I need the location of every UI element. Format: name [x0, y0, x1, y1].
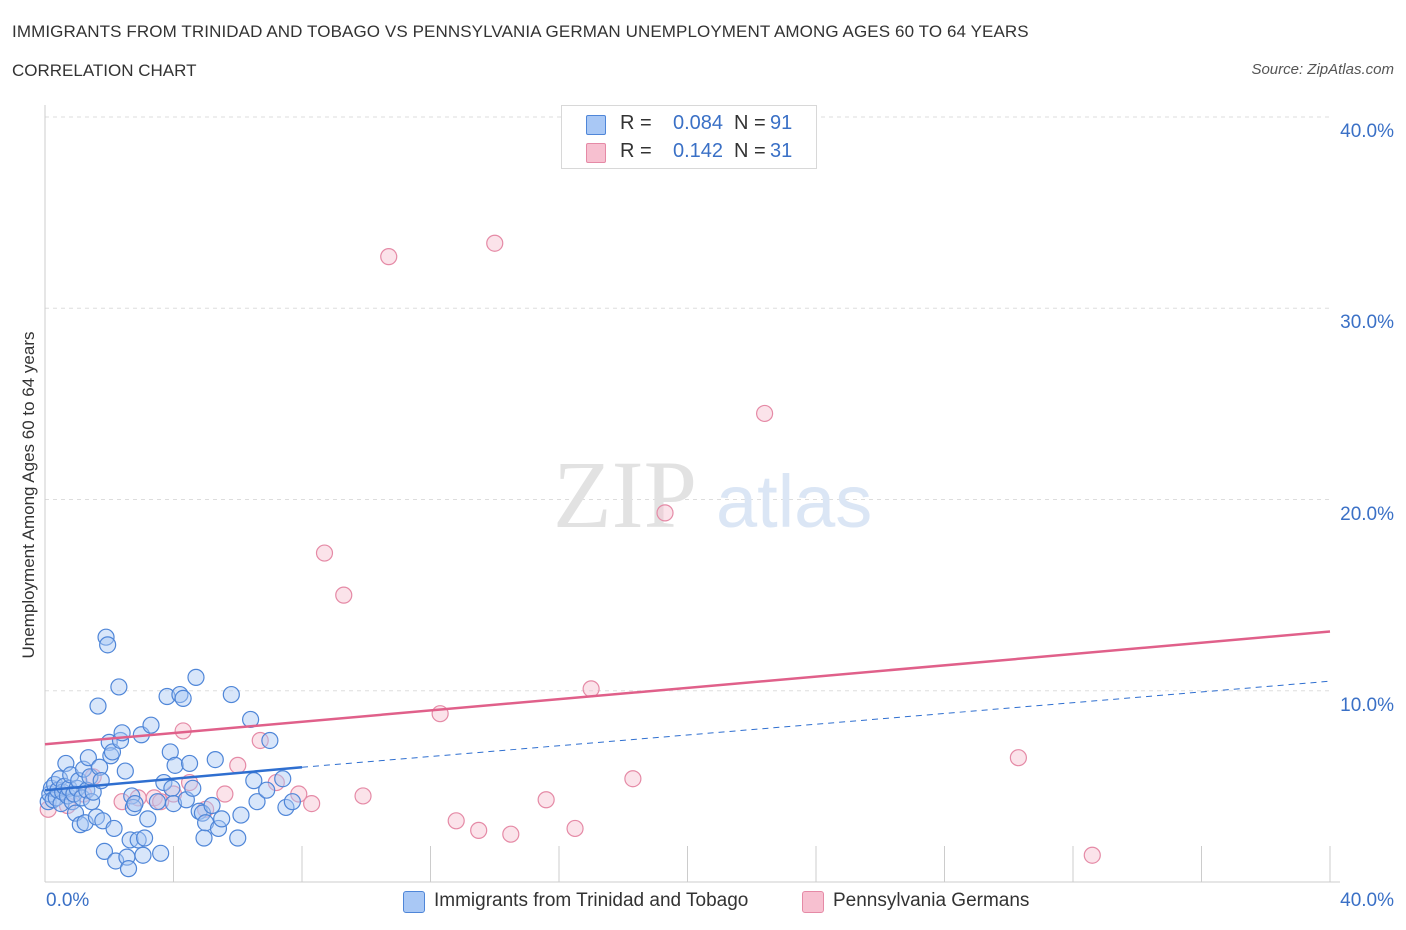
data-point-pink: [755, 404, 774, 423]
data-point-blue: [105, 819, 123, 838]
data-point-blue: [134, 846, 152, 864]
legend-swatch-pink: [586, 143, 606, 163]
data-point-blue: [110, 678, 128, 696]
trend-line-pink: [44, 630, 1331, 746]
data-point-pink: [315, 544, 334, 562]
x-tick-min: 0.0%: [46, 890, 90, 911]
watermark: ZIP atlas: [553, 441, 872, 548]
data-point-pink: [251, 731, 269, 750]
data-point-pink: [354, 787, 372, 805]
data-point-blue: [187, 668, 205, 686]
data-point-blue: [195, 829, 213, 847]
trend-lines: [44, 630, 1331, 792]
data-point-pink: [656, 504, 674, 522]
data-point-blue: [142, 716, 160, 734]
data-point-pink: [624, 770, 642, 788]
watermark-atlas: atlas: [716, 460, 872, 543]
y-axis-label: Unemployment Among Ages 60 to 64 years: [19, 331, 38, 659]
axes: [44, 105, 1340, 883]
data-point-blue: [277, 798, 295, 817]
chart-title: IMMIGRANTS FROM TRINIDAD AND TOBAGO VS P…: [12, 22, 1029, 41]
y-tick-label: 30.0%: [1340, 312, 1394, 334]
x-tick-max: 40.0%: [1340, 890, 1394, 911]
data-point-blue: [274, 770, 292, 788]
legend-n-value: 31: [770, 140, 793, 162]
data-point-pink: [335, 586, 353, 604]
data-point-blue: [164, 794, 183, 813]
data-point-blue: [116, 762, 134, 780]
data-point-blue: [99, 636, 117, 654]
data-point-blue: [79, 749, 97, 767]
data-point-blue: [261, 731, 279, 750]
data-point-blue: [232, 806, 250, 824]
data-point-pink: [303, 794, 321, 813]
y-tick-label: 20.0%: [1340, 503, 1394, 525]
data-point-pink: [566, 819, 584, 838]
data-point-blue: [129, 831, 147, 849]
data-point-blue: [126, 794, 144, 813]
data-point-pink: [229, 756, 247, 774]
series-trinidad-tobago: [39, 628, 301, 878]
data-point-pink: [1009, 749, 1027, 767]
data-point-pink: [216, 785, 234, 803]
data-point-blue: [148, 793, 167, 811]
data-point-blue: [139, 810, 157, 828]
data-point-blue: [258, 781, 276, 799]
source-label: Source: ZipAtlas.com: [1251, 61, 1394, 78]
legend-n-label: N =: [734, 140, 766, 162]
data-point-blue: [163, 779, 181, 797]
data-point-blue: [222, 685, 240, 704]
bottom-legend-label-pink: Pennsylvania Germans: [833, 890, 1030, 911]
data-point-blue: [213, 810, 231, 828]
legend-r-label: R =: [620, 140, 652, 162]
data-point-blue: [206, 750, 224, 769]
legend-n-label: N =: [734, 112, 766, 134]
data-point-blue: [229, 829, 247, 847]
data-point-pink: [1083, 846, 1101, 864]
data-point-pink: [582, 680, 600, 698]
data-point-pink: [447, 812, 465, 830]
data-point-blue: [184, 779, 202, 797]
trend-line-dashed-blue: [301, 680, 1331, 768]
data-point-blue: [89, 697, 107, 715]
data-point-blue: [91, 758, 109, 776]
data-point-blue: [166, 756, 184, 774]
data-point-blue: [209, 819, 228, 838]
y-tick-label: 40.0%: [1340, 121, 1394, 142]
data-point-blue: [107, 852, 125, 870]
data-point-pink: [502, 825, 520, 843]
legend-r-value: 0.084: [672, 112, 724, 134]
data-point-blue: [161, 743, 179, 761]
data-point-blue: [203, 796, 221, 815]
data-point-blue: [248, 793, 266, 811]
bottom-legend-swatch-blue: [403, 891, 425, 913]
data-point-blue: [152, 844, 170, 862]
grid-lines: [45, 116, 1330, 692]
data-point-pink: [470, 821, 488, 839]
data-point-blue: [180, 754, 199, 773]
legend-r-value: 0.142: [672, 140, 724, 162]
data-point-blue: [119, 860, 138, 878]
watermark-zip: ZIP: [553, 441, 697, 548]
stats-legend: R = 0.084 N = 91 R = 0.142 N = 31: [561, 105, 817, 169]
chart-subtitle: CORRELATION CHART: [12, 61, 197, 80]
data-point-pink: [486, 234, 504, 252]
legend-r-label: R =: [620, 112, 652, 134]
trend-line-blue: [44, 766, 303, 792]
data-point-blue: [174, 689, 192, 708]
data-point-pink: [537, 791, 555, 809]
y-tick-label: 10.0%: [1340, 694, 1394, 716]
series-pennsylvania-germans: [39, 234, 1101, 864]
legend-swatch-blue: [586, 115, 606, 135]
bottom-legend-swatch-pink: [802, 891, 824, 913]
data-point-blue: [135, 829, 154, 847]
data-point-blue: [283, 793, 301, 811]
legend-n-value: 91: [770, 112, 793, 134]
data-point-pink: [380, 248, 398, 266]
bottom-legend-label-blue: Immigrants from Trinidad and Tobago: [434, 890, 749, 911]
data-point-blue: [95, 842, 114, 861]
